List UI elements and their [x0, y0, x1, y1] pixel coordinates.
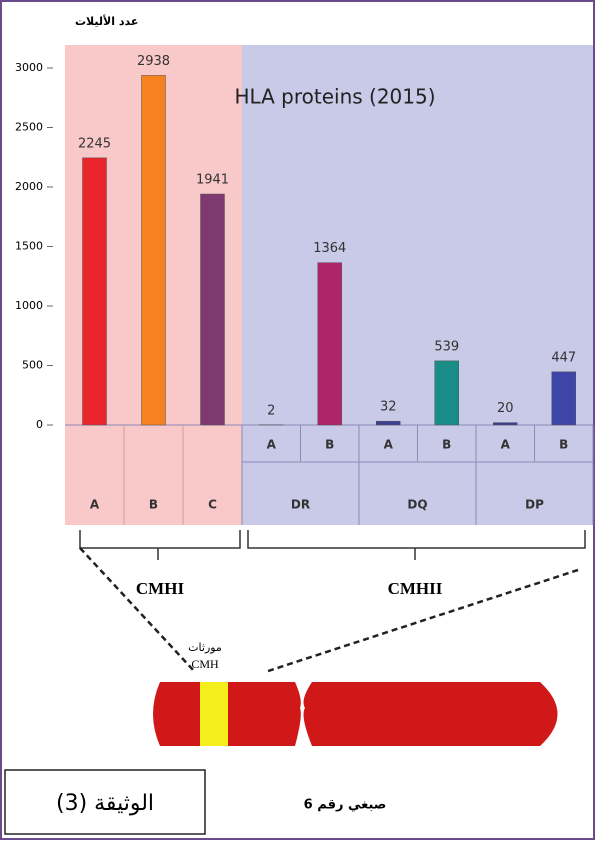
bar	[376, 421, 400, 425]
cmh-band	[200, 682, 228, 746]
x-tick-label: A	[501, 438, 511, 452]
x-tick-label: C	[208, 498, 217, 512]
value-label: 2	[267, 403, 275, 418]
x-tick-label: A	[384, 438, 394, 452]
y-tick-label: 500	[22, 359, 43, 372]
y-tick-label: 2000	[15, 180, 43, 193]
y-tick-label: 3000	[15, 61, 43, 74]
value-label: 1941	[196, 173, 229, 188]
y-tick-label: 0	[36, 418, 43, 431]
bar	[201, 194, 225, 425]
x-tick-label: B	[149, 498, 158, 512]
class-label: CMHII	[388, 579, 443, 598]
x-tick-label: B	[442, 438, 451, 452]
chart-title: HLA proteins (2015)	[234, 85, 435, 109]
bar	[83, 158, 107, 425]
x-tick-label: B	[325, 438, 334, 452]
value-label: 447	[551, 350, 576, 365]
group-label: DR	[291, 498, 310, 512]
gene-label: CMH	[191, 657, 219, 671]
value-label: 20	[497, 401, 514, 416]
gene-label: مورثات	[188, 641, 222, 654]
value-label: 2938	[137, 54, 170, 69]
y-tick-label: 1000	[15, 299, 43, 312]
chromosome-arm	[304, 682, 558, 746]
group-label: DQ	[407, 498, 427, 512]
value-label: 32	[380, 400, 397, 415]
value-label: 539	[434, 339, 459, 354]
bar	[318, 263, 342, 425]
value-label: 2245	[78, 136, 111, 151]
group-label: DP	[525, 498, 544, 512]
bar	[142, 75, 166, 425]
bar	[493, 423, 517, 425]
y-tick-label: 2500	[15, 121, 43, 134]
x-tick-label: A	[90, 498, 100, 512]
value-label: 1364	[313, 241, 346, 256]
class-label: CMHI	[136, 579, 185, 598]
bar	[435, 361, 459, 425]
y-tick-label: 1500	[15, 240, 43, 253]
document-label: الوثيقة (3)	[56, 791, 154, 816]
y-axis-label: عدد الأليلات	[75, 14, 138, 28]
chromosome-label: صبغي رقم 6	[304, 798, 387, 813]
bar	[552, 372, 576, 425]
x-tick-label: A	[267, 438, 277, 452]
x-tick-label: B	[559, 438, 568, 452]
